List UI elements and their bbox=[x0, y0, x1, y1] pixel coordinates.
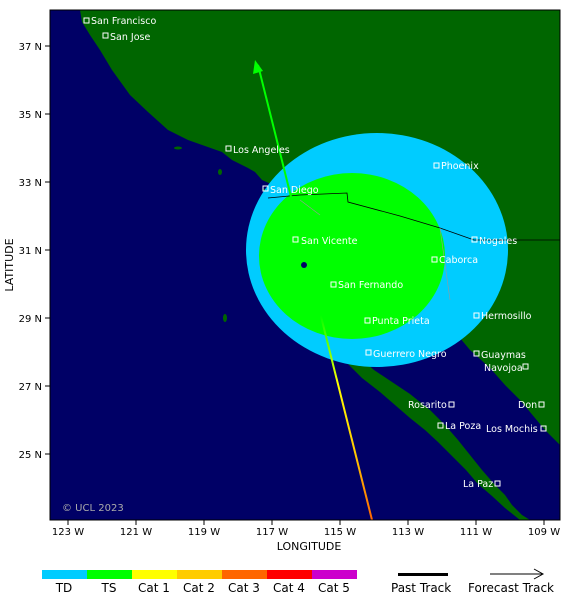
legend-label-ts: TS bbox=[101, 581, 117, 595]
lon-tick-label: 115 W bbox=[324, 527, 356, 538]
lat-tick-label: 31 N bbox=[19, 246, 42, 257]
city-label: Los Angeles bbox=[233, 145, 290, 156]
lat-tick-label: 29 N bbox=[19, 314, 42, 325]
city-label: Punta Prieta bbox=[372, 316, 430, 327]
land-north-america bbox=[80, 10, 560, 445]
city-label: Rosarito bbox=[408, 400, 447, 411]
map-border bbox=[49, 9, 561, 521]
forecast-track-arrowhead bbox=[253, 60, 263, 74]
legend-swatch-cat3 bbox=[222, 570, 267, 579]
lon-tick-label: 123 W bbox=[52, 527, 84, 538]
city-label: Caborca bbox=[439, 255, 478, 266]
border-gray bbox=[299, 199, 451, 301]
x-axis-title: LONGITUDE bbox=[277, 540, 342, 553]
legend-swatch-cat5 bbox=[312, 570, 357, 579]
y-axis-title: LATITUDE bbox=[3, 238, 16, 291]
city-label: La Poza bbox=[445, 421, 481, 432]
forecast-track-label: Forecast Track bbox=[468, 581, 554, 595]
city-label: Guerrero Negro bbox=[373, 349, 447, 360]
lon-tick-label: 111 W bbox=[460, 527, 492, 538]
city-label: San Jose bbox=[110, 32, 150, 43]
past-track-line bbox=[398, 573, 448, 576]
legend-swatch-ts bbox=[87, 570, 132, 579]
lon-tick-label: 109 W bbox=[528, 527, 560, 538]
forecast-track-arrow-icon bbox=[490, 568, 545, 580]
legend-swatch-cat1 bbox=[132, 570, 177, 579]
lat-tick-label: 33 N bbox=[19, 178, 42, 189]
us-mexico-border bbox=[267, 192, 560, 241]
lon-tick-label: 113 W bbox=[392, 527, 424, 538]
city-label: San Diego bbox=[270, 185, 319, 196]
legend-label-cat2: Cat 2 bbox=[183, 581, 215, 595]
storm-center bbox=[301, 262, 307, 268]
storm-map: San Francisco San Jose Los Angeles Phoen… bbox=[3, 9, 561, 553]
city-label: Navojoa bbox=[484, 363, 523, 374]
city-label: Hermosillo bbox=[481, 311, 532, 322]
city-label: La Paz bbox=[463, 479, 493, 490]
ts-wind-zone bbox=[259, 173, 445, 339]
city-label: Guaymas bbox=[481, 350, 526, 361]
legend-swatch-cat2 bbox=[177, 570, 222, 579]
island bbox=[218, 169, 222, 175]
legend-label-cat3: Cat 3 bbox=[228, 581, 260, 595]
city-label: San Vicente bbox=[301, 236, 358, 247]
lon-tick-label: 117 W bbox=[256, 527, 288, 538]
city-label: Phoenix bbox=[441, 161, 479, 172]
legend-label-cat4: Cat 4 bbox=[273, 581, 305, 595]
lon-tick-label: 121 W bbox=[120, 527, 152, 538]
past-track-label: Past Track bbox=[391, 581, 452, 595]
lat-tick-label: 35 N bbox=[19, 110, 42, 121]
legend-swatch-cat4 bbox=[267, 570, 312, 579]
axis-ticks bbox=[45, 45, 545, 525]
lat-tick-label: 37 N bbox=[19, 42, 42, 53]
legend-swatch-td bbox=[42, 570, 87, 579]
copyright-label: © UCL 2023 bbox=[62, 503, 124, 514]
legend-label-cat1: Cat 1 bbox=[138, 581, 170, 595]
city-label: Los Mochis bbox=[486, 424, 538, 435]
island bbox=[174, 146, 182, 150]
legend: TD TS Cat 1 Cat 2 Cat 3 Cat 4 Cat 5 Past… bbox=[0, 560, 580, 602]
city-label: Nogales bbox=[479, 236, 517, 247]
lon-tick-label: 119 W bbox=[188, 527, 220, 538]
lat-tick-label: 27 N bbox=[19, 382, 42, 393]
city-markers: San Francisco San Jose Los Angeles Phoen… bbox=[83, 16, 547, 490]
lat-tick-label: 25 N bbox=[19, 450, 42, 461]
city-label: Don bbox=[518, 400, 537, 411]
city-label: San Fernando bbox=[338, 280, 403, 291]
city-label: San Francisco bbox=[91, 16, 156, 27]
legend-label-td: TD bbox=[55, 581, 73, 595]
legend-label-cat5: Cat 5 bbox=[318, 581, 350, 595]
island bbox=[223, 314, 227, 322]
forecast-track-line bbox=[257, 64, 373, 521]
